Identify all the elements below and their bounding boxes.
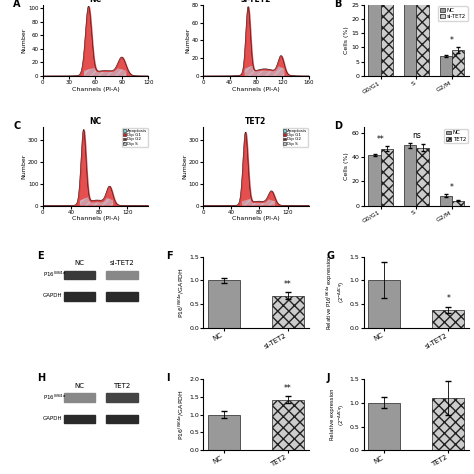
Text: A: A (13, 0, 20, 9)
Bar (432, 398, 465, 450)
Bar (272, 400, 304, 450)
Title: si-TET2: si-TET2 (241, 0, 271, 4)
Y-axis label: Cells (%): Cells (%) (344, 153, 349, 180)
Text: si-TET2: si-TET2 (109, 260, 134, 266)
Y-axis label: P16$^{INK4a}$/GAPDH: P16$^{INK4a}$/GAPDH (177, 389, 186, 440)
Bar (368, 155, 381, 206)
Y-axis label: Number: Number (22, 27, 27, 53)
Bar (106, 292, 137, 301)
Bar (417, 0, 429, 76)
Bar (64, 393, 95, 402)
Y-axis label: Cells (%): Cells (%) (344, 27, 349, 54)
Text: TET2: TET2 (113, 383, 130, 389)
Text: *: * (450, 183, 454, 192)
Bar (404, 0, 417, 76)
Text: G: G (327, 251, 335, 261)
Text: NC: NC (74, 383, 85, 389)
Title: NC: NC (90, 118, 101, 127)
Text: **: ** (284, 383, 292, 392)
Text: C: C (13, 121, 20, 131)
Legend: NC, TET2: NC, TET2 (444, 129, 467, 143)
Legend: NC, si-TET2: NC, si-TET2 (438, 7, 467, 21)
Bar (208, 281, 240, 328)
Text: I: I (166, 374, 170, 383)
Text: GAPDH: GAPDH (43, 293, 62, 298)
Bar (432, 310, 465, 328)
Text: GAPDH: GAPDH (43, 416, 62, 421)
Text: H: H (37, 374, 46, 383)
Bar (417, 147, 429, 206)
Text: *: * (450, 36, 454, 46)
Y-axis label: Number: Number (22, 154, 27, 179)
Bar (208, 415, 240, 450)
Y-axis label: P16$^{INK4a}$/GAPDH: P16$^{INK4a}$/GAPDH (177, 267, 186, 318)
Bar (404, 145, 417, 206)
Bar (439, 196, 452, 206)
Bar (106, 271, 137, 280)
Text: NC: NC (74, 260, 85, 266)
Text: P16$^{INK4a}$: P16$^{INK4a}$ (43, 270, 66, 279)
Text: *: * (447, 294, 450, 303)
Title: NC: NC (90, 0, 101, 4)
Bar (381, 0, 393, 76)
Bar (64, 271, 95, 280)
Bar (368, 281, 401, 328)
Y-axis label: Relative P16$^{INK4a}$ expression
(2$^{-\Delta\Delta Cq}$): Relative P16$^{INK4a}$ expression (2$^{-… (325, 255, 347, 330)
X-axis label: Channels (PI-A): Channels (PI-A) (232, 87, 280, 91)
Title: TET2: TET2 (246, 118, 266, 127)
Text: P16$^{INK4a}$: P16$^{INK4a}$ (43, 392, 66, 401)
Y-axis label: Number: Number (182, 154, 187, 179)
Text: F: F (166, 251, 173, 261)
Text: D: D (334, 121, 342, 131)
Bar (452, 50, 465, 76)
Text: **: ** (284, 280, 292, 289)
Bar (64, 415, 95, 423)
Bar (368, 403, 401, 450)
Legend: Apoptosis, Dip G1, Dip G2, Dip S: Apoptosis, Dip G1, Dip G2, Dip S (283, 128, 308, 146)
X-axis label: Channels (PI-A): Channels (PI-A) (72, 216, 119, 221)
Bar (381, 149, 393, 206)
Bar (439, 56, 452, 76)
Bar (64, 292, 95, 301)
Bar (272, 296, 304, 328)
Text: J: J (327, 374, 330, 383)
X-axis label: Channels (PI-A): Channels (PI-A) (72, 87, 119, 91)
Bar (452, 201, 465, 206)
Y-axis label: Relative expression
(2$^{-\Delta\Delta Cq}$): Relative expression (2$^{-\Delta\Delta C… (330, 389, 347, 440)
Bar (106, 393, 137, 402)
Y-axis label: Number: Number (186, 27, 191, 53)
Text: ns: ns (412, 131, 421, 140)
Bar (368, 0, 381, 76)
Text: **: ** (377, 135, 385, 144)
X-axis label: Channels (PI-A): Channels (PI-A) (232, 216, 280, 221)
Text: B: B (334, 0, 341, 9)
Legend: Apoptosis, Dip G1, Dip G2, Dip S: Apoptosis, Dip G1, Dip G2, Dip S (122, 128, 147, 146)
Bar (106, 415, 137, 423)
Text: E: E (37, 251, 44, 261)
